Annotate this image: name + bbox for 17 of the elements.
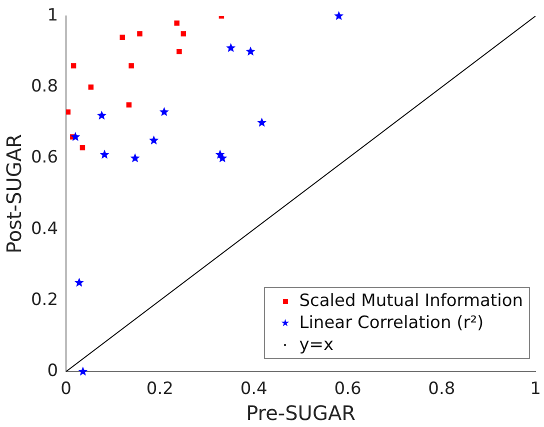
x-tick-label: 0.8 [428,379,456,400]
legend-label: Linear Correlation (r²) [299,312,484,334]
y-tick-label: 0.2 [30,290,58,310]
y-tick-label: 1 [47,5,58,26]
x-axis-title: Pre-SUGAR [246,401,356,426]
y-axis-title: Post-SUGAR [2,134,26,254]
y-tick-label: 0.8 [30,76,58,97]
x-tick-label: 1 [530,379,542,400]
x-tick-label: 0.2 [146,379,174,400]
y-tick-label: 0.6 [30,148,58,168]
y-tick-label: 0 [47,361,58,382]
x-tick-label: 0 [60,379,72,400]
x-tick-label: 0.4 [240,379,268,400]
legend-label: Scaled Mutual Information [299,290,523,312]
x-tick-label: 0.6 [334,379,362,400]
y-tick-label: 0.4 [30,218,58,239]
legend-label: y=x [299,334,334,356]
